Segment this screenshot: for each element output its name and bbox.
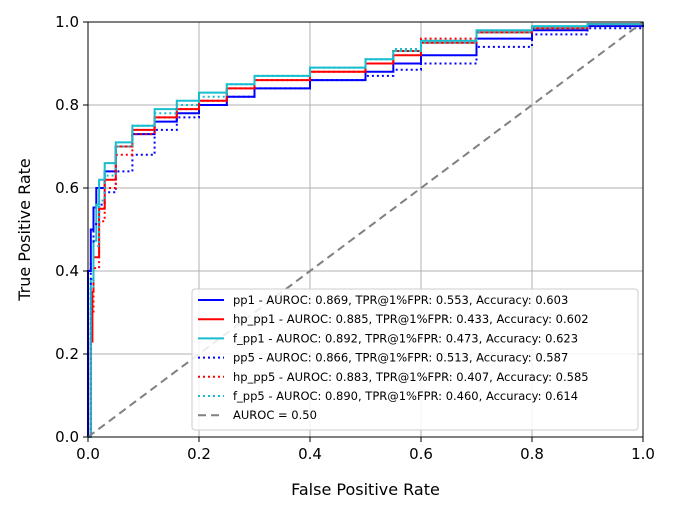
legend-label: f_pp5 - AUROC: 0.890, TPR@1%FPR: 0.460, …: [233, 389, 578, 403]
legend-box: [191, 288, 639, 431]
series-line-2: [88, 22, 644, 438]
y-tick-label: 0.4: [55, 262, 79, 280]
series-line-6: [87, 21, 644, 438]
y-tick-label: 0.6: [55, 179, 79, 197]
ticks: 0.0 0.2 0.4 0.6 0.8 1.0 0.0 0.2 0.4 0.6 0.8 1.0: [55, 13, 655, 463]
x-tick-label: 1.0: [631, 445, 655, 463]
y-axis-label: True Positive Rate: [15, 158, 34, 302]
x-tick-label: 0.8: [520, 445, 544, 463]
y-tick-label: 0.8: [55, 96, 79, 114]
series-group: [87, 21, 644, 438]
plot-frame: [87, 21, 644, 438]
legend-label: pp1 - AUROC: 0.869, TPR@1%FPR: 0.553, Ac…: [233, 293, 568, 307]
legend-label: pp5 - AUROC: 0.866, TPR@1%FPR: 0.513, Ac…: [233, 351, 568, 365]
y-tick-label: 0.2: [55, 345, 79, 363]
grid: [87, 21, 644, 438]
legend-label: AUROC = 0.50: [233, 408, 317, 422]
x-tick-label: 0.4: [298, 445, 322, 463]
legend-label: f_pp1 - AUROC: 0.892, TPR@1%FPR: 0.473, …: [233, 331, 578, 345]
y-tick-label: 0.0: [55, 428, 79, 446]
legend: pp1 - AUROC: 0.869, TPR@1%FPR: 0.553, Ac…: [191, 288, 639, 431]
x-tick-label: 0.2: [187, 445, 211, 463]
x-tick-label: 0.6: [409, 445, 433, 463]
y-tick-label: 1.0: [55, 13, 79, 31]
x-tick-label: 0.0: [76, 445, 100, 463]
series-line-3: [88, 22, 644, 438]
legend-label: hp_pp1 - AUROC: 0.885, TPR@1%FPR: 0.433,…: [233, 312, 589, 326]
x-axis-label: False Positive Rate: [291, 480, 440, 499]
legend-label: hp_pp5 - AUROC: 0.883, TPR@1%FPR: 0.407,…: [233, 370, 589, 384]
